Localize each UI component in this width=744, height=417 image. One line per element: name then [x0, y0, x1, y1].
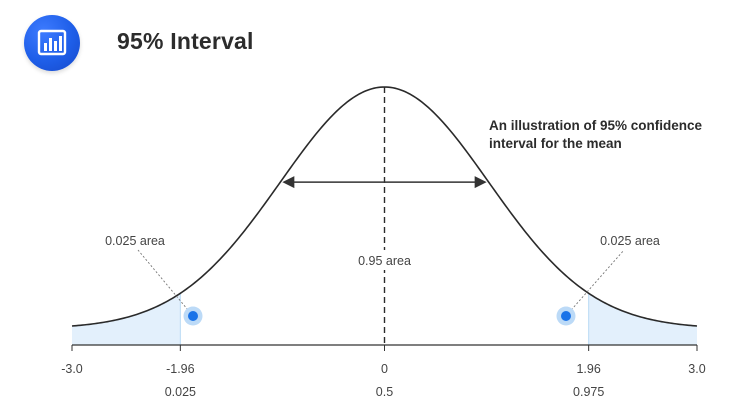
x-tick-label: -3.0 [61, 362, 83, 376]
chart-annotation: An illustration of 95% confidence interv… [489, 117, 729, 153]
tail-shading [72, 293, 697, 345]
tail-region-left [72, 293, 181, 345]
cumulative-prob-label: 0.025 [165, 385, 196, 399]
arrow-head-left [282, 176, 295, 189]
center-area-label: 0.95 area [358, 254, 411, 268]
header: 95% Interval [0, 0, 744, 90]
page-title: 95% Interval [117, 28, 254, 54]
annotation-line-2: interval for the mean [489, 136, 622, 151]
cumulative-prob-label: 0.5 [376, 385, 393, 399]
label-layer: -3.0 -1.96 0.025 0 0.5 1.96 0.975 3.0 0.95 area 0… [61, 234, 706, 399]
marker-dot-left [188, 311, 198, 321]
tail-area-label-right: 0.025 area [600, 234, 660, 248]
x-tick-label: 0 [381, 362, 388, 376]
cumulative-prob-label: 0.975 [573, 385, 604, 399]
x-tick-label: 3.0 [688, 362, 705, 376]
tail-area-label-left: 0.025 area [105, 234, 165, 248]
x-tick-label: -1.96 [166, 362, 195, 376]
arrow-head-right [474, 176, 487, 189]
interval-layer [137, 87, 625, 345]
leader-line-right [565, 249, 625, 317]
x-axis [71, 344, 698, 351]
marker-dot-right [561, 311, 571, 321]
bar-chart-icon [24, 15, 80, 71]
x-tick-label: 1.96 [576, 362, 600, 376]
center-label-bg [356, 250, 413, 270]
tail-region-right [588, 293, 697, 345]
annotation-line-1: An illustration of 95% confidence [489, 118, 703, 133]
